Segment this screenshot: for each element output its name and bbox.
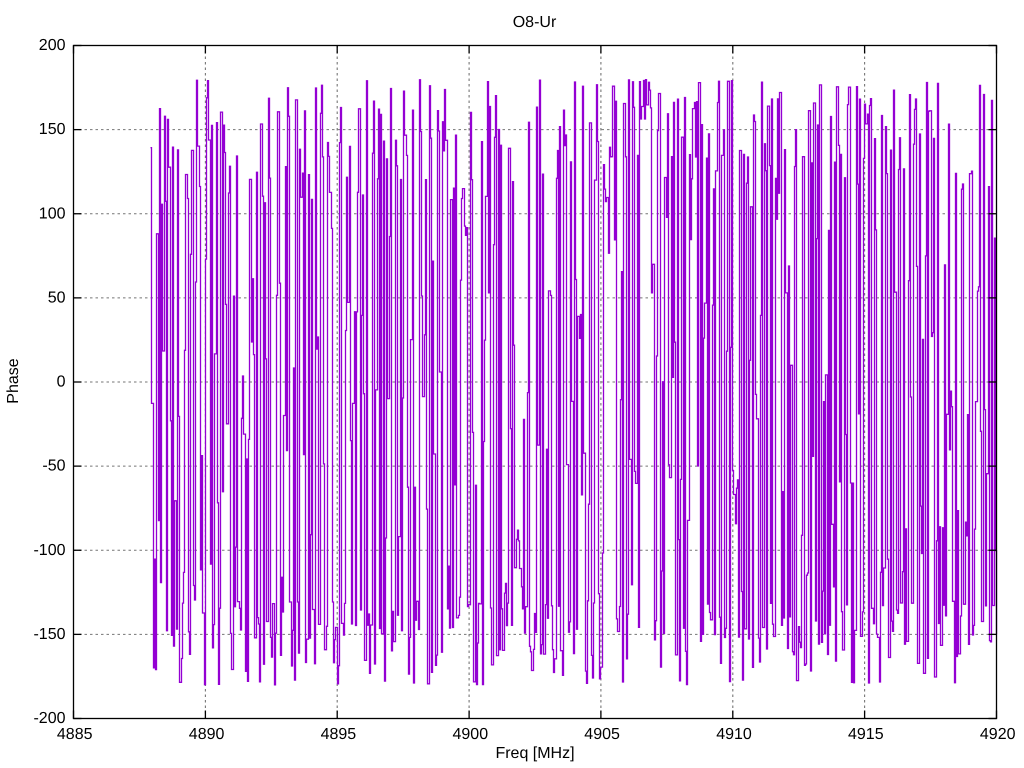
svg-text:-150: -150 — [33, 626, 65, 643]
svg-text:4885: 4885 — [57, 726, 93, 743]
svg-text:150: 150 — [39, 121, 66, 138]
svg-text:O8-Ur: O8-Ur — [513, 14, 557, 31]
svg-text:50: 50 — [48, 290, 66, 307]
svg-text:4900: 4900 — [453, 726, 489, 743]
svg-text:Freq [MHz]: Freq [MHz] — [495, 745, 574, 762]
svg-text:4920: 4920 — [980, 726, 1016, 743]
svg-text:100: 100 — [39, 205, 66, 222]
svg-text:4910: 4910 — [716, 726, 752, 743]
svg-text:-100: -100 — [33, 542, 65, 559]
svg-text:Phase: Phase — [5, 358, 22, 403]
svg-text:200: 200 — [39, 37, 66, 54]
svg-text:-50: -50 — [42, 458, 65, 475]
svg-text:4890: 4890 — [189, 726, 225, 743]
svg-text:4905: 4905 — [584, 726, 620, 743]
svg-text:-200: -200 — [33, 710, 65, 727]
svg-text:4915: 4915 — [848, 726, 884, 743]
svg-text:0: 0 — [57, 374, 66, 391]
svg-text:4895: 4895 — [321, 726, 357, 743]
